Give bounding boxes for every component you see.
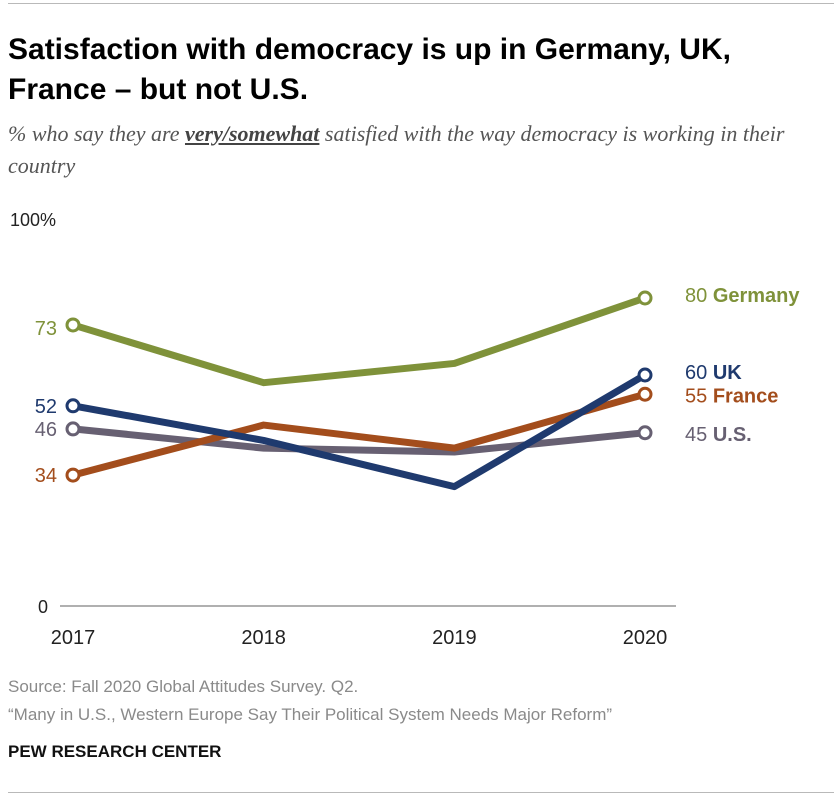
x-tick-label-2018: 2018 [241,627,286,649]
end-value-us: 45 [685,424,713,446]
series-name-us: U.S. [713,424,752,446]
subtitle-prefix: % who say they are [8,121,185,146]
point-us-start [65,421,81,437]
series-line-us [69,425,649,456]
bottom-rule [8,792,834,793]
y-tick-label-zero: 0 [38,597,48,617]
point-uk-start [65,398,81,414]
point-uk-end [637,367,653,383]
start-label-us: 46 [35,419,57,441]
start-label-germany: 73 [35,318,57,340]
end-value-uk: 60 [685,362,713,384]
point-germany-start [65,317,81,333]
x-tick-label-2017: 2017 [51,627,96,649]
brand-name: PEW RESEARCH CENTER [8,742,222,761]
series-name-germany: Germany [713,285,801,307]
chart-subtitle: % who say they are very/somewhat satisfi… [8,118,828,182]
point-germany-end [637,290,653,306]
start-label-uk: 52 [35,396,57,418]
top-rule [8,3,834,4]
point-us-end [637,425,653,441]
point-france-end [637,386,653,402]
end-label-us: 45 U.S. [685,424,752,446]
end-label-france: 55 France [685,385,778,407]
end-label-germany: 80 Germany [685,285,800,307]
x-tick-label-2020: 2020 [623,627,668,649]
end-label-uk: 60 UK [685,362,742,384]
series-line-france [69,390,649,479]
subtitle-emphasis: very/somewhat [184,121,320,146]
chart-title: Satisfaction with democracy is up in Ger… [8,33,731,106]
report-title: “Many in U.S., Western Europe Say Their … [8,705,613,724]
subtitle-suffix: satisfied with the way democracy is work… [8,121,785,178]
y-tick-label-top: 100% [10,210,56,230]
series-line-germany [69,294,649,387]
source-note: Source: Fall 2020 Global Attitudes Surve… [8,677,359,696]
series-name-france: France [713,385,779,407]
series-line-uk [69,371,649,491]
start-label-france: 34 [35,465,57,487]
series-name-uk: UK [713,362,742,384]
x-tick-label-2019: 2019 [432,627,477,649]
end-value-france: 55 [685,385,713,407]
point-france-start [65,467,81,483]
end-value-germany: 80 [685,285,713,307]
